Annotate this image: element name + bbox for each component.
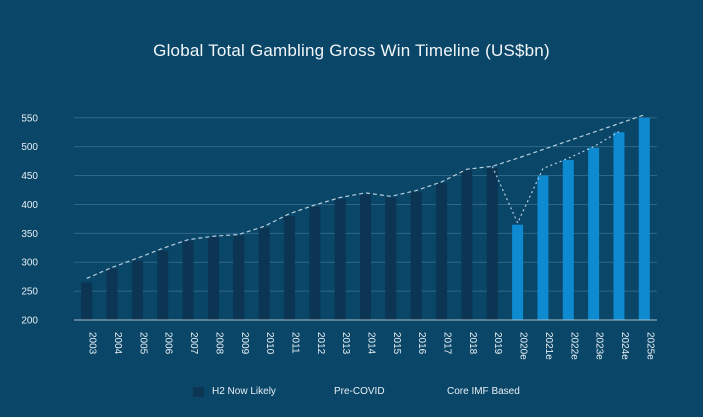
- bar-2011: [283, 216, 295, 320]
- bar-2025e: [638, 117, 650, 321]
- legend-item-h2: H2 Now Likely: [193, 386, 276, 397]
- y-tick-label: 250: [21, 287, 38, 298]
- x-tick-label: 2017: [442, 332, 453, 355]
- legend-label-precovid: Pre-COVID: [334, 386, 385, 397]
- bar-2004: [106, 268, 118, 320]
- legend-label-imf: Core IMF Based: [447, 386, 520, 397]
- x-tick-label: 2013: [340, 332, 351, 355]
- x-tick-label: 2015: [391, 332, 402, 355]
- bar-2015: [385, 197, 397, 320]
- y-tick-label: 400: [21, 200, 38, 211]
- bar-2024e: [613, 132, 625, 320]
- line-core-imf: [491, 131, 620, 225]
- x-tick-label: 2007: [188, 332, 199, 355]
- bar-2013: [334, 198, 346, 320]
- x-tick-label: 2021e: [543, 332, 554, 360]
- y-tick-label: 450: [21, 171, 38, 182]
- bar-2009: [233, 235, 245, 320]
- legend-item-precovid: Pre-COVID: [315, 386, 385, 397]
- y-tick-label: 350: [21, 229, 38, 240]
- bar-2023e: [588, 147, 600, 320]
- line-pre-covid: [86, 114, 645, 279]
- bar-2016: [410, 191, 422, 320]
- legend-swatch-precovid: [315, 387, 326, 397]
- bar-2019: [486, 168, 498, 320]
- bar-2014: [360, 194, 371, 320]
- y-tick-label: 200: [21, 316, 38, 327]
- x-tick-label: 2008: [213, 332, 224, 355]
- x-tick-label: 2014: [366, 332, 377, 355]
- bar-2020e: [512, 224, 524, 320]
- chart-legend: H2 Now Likely Pre-COVID Core IMF Based: [0, 386, 703, 402]
- bar-2007: [182, 240, 194, 320]
- y-tick-label: 550: [21, 113, 38, 124]
- x-tick-label: 2025e: [644, 332, 655, 360]
- x-tick-label: 2023e: [594, 332, 605, 360]
- y-tick-label: 300: [21, 258, 38, 269]
- bar-2010: [258, 227, 270, 320]
- x-tick-label: 2009: [239, 332, 250, 355]
- x-tick-label: 2005: [137, 332, 148, 355]
- bar-2017: [436, 183, 448, 320]
- legend-item-imf: Core IMF Based: [428, 386, 520, 397]
- bar-2021e: [537, 175, 549, 320]
- x-tick-label: 2018: [467, 332, 478, 355]
- x-tick-label: 2006: [163, 332, 174, 355]
- x-tick-label: 2020e: [518, 332, 529, 360]
- x-tick-label: 2004: [112, 332, 123, 355]
- bar-2003: [81, 282, 93, 320]
- x-tick-label: 2024e: [619, 332, 630, 360]
- x-tick-label: 2016: [416, 332, 427, 355]
- x-tick-label: 2022e: [568, 332, 579, 360]
- x-tick-label: 2011: [289, 332, 300, 354]
- bar-2008: [207, 236, 219, 320]
- x-tick-label: 2012: [315, 332, 326, 355]
- x-tick-label: 2003: [87, 332, 98, 355]
- bar-2006: [157, 250, 169, 320]
- x-tick-label: 2010: [264, 332, 275, 355]
- legend-label-h2: H2 Now Likely: [212, 386, 276, 397]
- x-tick-label: 2019: [492, 332, 503, 355]
- bar-2005: [131, 260, 143, 320]
- bar-2018: [461, 169, 473, 320]
- bar-2022e: [562, 159, 574, 320]
- bar-2012: [309, 206, 321, 320]
- y-tick-label: 500: [21, 142, 38, 153]
- chart-title: Global Total Gambling Gross Win Timeline…: [153, 41, 550, 60]
- legend-swatch-h2: [193, 386, 204, 397]
- legend-swatch-imf: [428, 387, 439, 397]
